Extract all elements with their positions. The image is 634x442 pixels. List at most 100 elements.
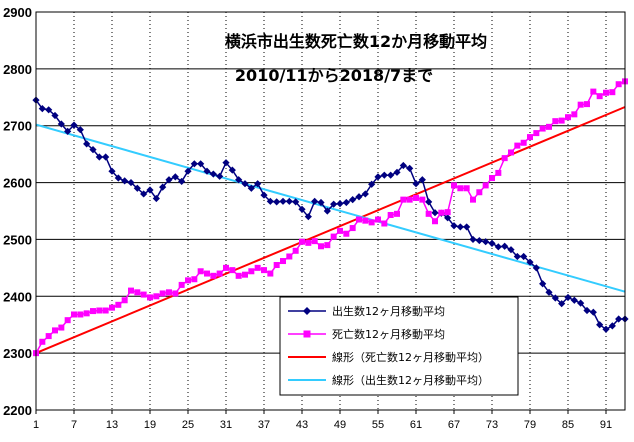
death-point — [381, 220, 388, 227]
birth-point — [336, 200, 344, 208]
birth-point — [513, 252, 521, 261]
birth-point — [545, 288, 553, 296]
death-point — [242, 271, 248, 278]
x-tick-label: 91 — [600, 419, 612, 431]
birth-point — [152, 194, 160, 203]
death-point — [603, 89, 609, 96]
chart-subtitle: 2010/11から2018/7まで — [235, 66, 433, 85]
birth-point — [412, 180, 420, 188]
death-point — [52, 327, 58, 334]
death-point — [615, 81, 622, 88]
birth-point — [551, 294, 559, 302]
x-tick-label: 7 — [71, 419, 77, 431]
birth-point — [292, 198, 300, 206]
birth-point — [38, 105, 46, 113]
plot-area-border — [35, 11, 626, 411]
birth-point — [463, 223, 471, 231]
birth-point — [89, 145, 97, 154]
birth-point — [501, 242, 509, 250]
birth-point — [488, 239, 496, 248]
birth-point — [399, 161, 407, 170]
y-tick-label: 2400 — [3, 289, 32, 304]
death-point — [71, 311, 77, 318]
birth-point — [76, 126, 84, 134]
birth-point — [298, 205, 306, 213]
birth-point — [184, 167, 192, 175]
birth-point — [209, 170, 217, 178]
birth-point — [602, 325, 610, 333]
death-point — [438, 209, 445, 216]
birth-point — [159, 183, 167, 191]
death-point — [58, 324, 65, 331]
birth-point — [247, 184, 255, 192]
chart-title: 横浜市出生数死亡数12か月移動平均 — [225, 32, 487, 51]
death-point — [45, 333, 52, 340]
death-point — [305, 239, 312, 246]
birth-point — [197, 160, 205, 168]
birth-point — [260, 191, 268, 199]
death-point — [292, 247, 299, 254]
death-point — [197, 268, 204, 275]
birth-point — [222, 159, 230, 167]
death-point — [356, 216, 362, 223]
y-tick-label: 2600 — [3, 176, 32, 191]
birth-point — [165, 176, 173, 184]
birth-point — [108, 167, 116, 175]
death-point — [571, 111, 578, 118]
birth-point — [450, 222, 458, 230]
birth-point — [615, 315, 623, 323]
legend-label: 死亡数12ヶ月移動平均 — [332, 327, 445, 341]
series-line-2 — [35, 106, 626, 355]
birth-point — [374, 173, 382, 181]
death-point — [609, 89, 616, 96]
death-point — [178, 281, 185, 288]
death-point — [185, 277, 191, 284]
death-point — [451, 182, 457, 189]
death-point — [96, 307, 103, 314]
death-point — [362, 217, 369, 224]
death-point — [109, 304, 115, 311]
birth-point — [304, 213, 312, 221]
series-line-1 — [35, 80, 626, 354]
birth-point — [596, 321, 604, 329]
legend-label: 出生数12ヶ月移動平均 — [332, 304, 445, 318]
birth-point — [475, 236, 483, 245]
birth-point — [482, 238, 490, 246]
death-point — [387, 211, 394, 218]
death-point — [463, 185, 470, 192]
birth-point — [57, 120, 65, 128]
death-point — [527, 134, 533, 141]
death-point — [400, 196, 407, 203]
birth-point — [241, 180, 249, 188]
birth-point — [133, 184, 141, 192]
birth-point — [380, 171, 388, 179]
x-tick-label: 1 — [33, 419, 39, 431]
y-tick-label: 2500 — [3, 232, 32, 247]
birth-point — [418, 176, 426, 184]
legend-square-marker — [303, 330, 311, 338]
x-tick-label: 13 — [106, 419, 118, 431]
birth-point — [589, 308, 597, 316]
birth-point — [444, 214, 452, 222]
death-point — [128, 287, 134, 294]
birth-point — [583, 306, 591, 315]
death-point — [349, 225, 356, 232]
death-point — [83, 310, 90, 317]
death-point — [121, 297, 128, 304]
y-tick-label: 2800 — [3, 62, 32, 77]
birth-point — [70, 121, 78, 129]
death-point — [520, 139, 527, 146]
death-point — [235, 272, 242, 279]
birth-point — [279, 197, 287, 205]
death-point — [394, 210, 400, 217]
death-point — [102, 307, 109, 314]
legend-box — [279, 296, 519, 396]
birth-point — [349, 196, 357, 204]
death-point — [324, 242, 331, 249]
death-point — [413, 194, 419, 201]
y-tick-label: 2300 — [3, 346, 32, 361]
death-point — [318, 243, 324, 250]
x-tick-label: 25 — [182, 419, 194, 431]
